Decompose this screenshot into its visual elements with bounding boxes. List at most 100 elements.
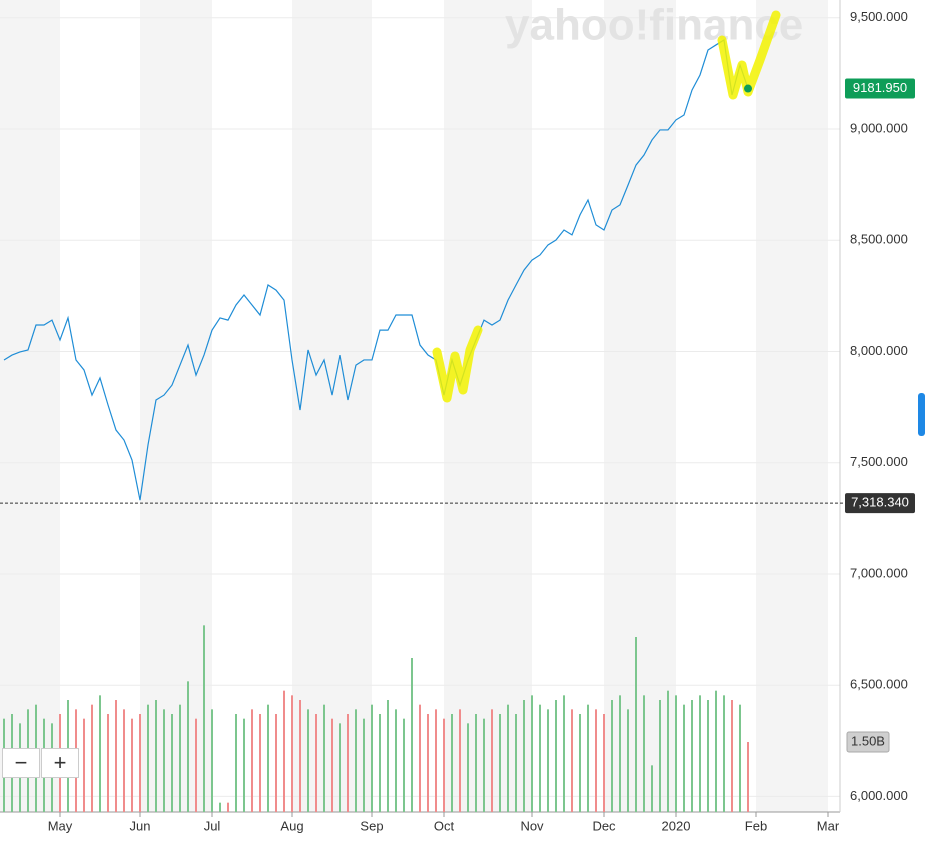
volume-bar <box>267 704 269 812</box>
volume-bar <box>531 695 533 812</box>
zoom-out-button[interactable]: − <box>2 748 40 778</box>
y-tick-label: 6,000.000 <box>850 788 908 803</box>
volume-bar <box>371 704 373 812</box>
reference-tag-box <box>845 493 915 514</box>
volume-bar <box>659 700 661 812</box>
volume-bar <box>219 802 221 812</box>
volume-bar <box>235 714 237 812</box>
volume-bar <box>467 723 469 812</box>
volume-bar <box>107 714 109 812</box>
highlight-stroke <box>717 10 781 100</box>
volume-bar <box>691 700 693 812</box>
volume-bar <box>259 714 261 812</box>
volume-bar <box>339 723 341 812</box>
volume-bar <box>187 681 189 812</box>
volume-bar <box>91 704 93 812</box>
volume-bar <box>523 700 525 812</box>
volume-bar <box>387 700 389 812</box>
volume-bar <box>643 695 645 812</box>
volume-bar <box>675 695 677 812</box>
volume-bar <box>539 704 541 812</box>
volume-bar <box>179 704 181 812</box>
volume-bar <box>347 714 349 812</box>
volume-bar <box>443 718 445 812</box>
volume-bar <box>683 704 685 812</box>
y-tick-label: 6,500.000 <box>850 677 908 692</box>
volume-bar <box>115 700 117 812</box>
volume-bar <box>99 695 101 812</box>
volume-bar <box>355 709 357 812</box>
volume-bar <box>499 714 501 812</box>
price-line <box>3 39 749 501</box>
volume-bar <box>411 658 413 812</box>
volume-bar <box>699 695 701 812</box>
volume-bar <box>379 714 381 812</box>
y-tick-label: 8,500.000 <box>850 232 908 247</box>
volume-bar <box>707 700 709 812</box>
volume-bar <box>491 709 493 812</box>
volume-bar <box>123 709 125 812</box>
volume-bar <box>595 709 597 812</box>
volume-bar <box>83 718 85 812</box>
volume-bar <box>251 709 253 812</box>
last-price-tag-box <box>845 78 915 99</box>
x-tick-label: May <box>48 818 73 833</box>
volume-bar <box>555 700 557 812</box>
volume-bar <box>635 637 637 812</box>
volume-bar <box>507 704 509 812</box>
volume-bar <box>435 709 437 812</box>
volume-tag: 1.50B <box>851 733 885 748</box>
volume-bar <box>131 718 133 812</box>
volume-bar <box>619 695 621 812</box>
volume-bar <box>483 718 485 812</box>
x-tick-label: Mar <box>817 818 840 833</box>
volume-bar <box>155 700 157 812</box>
side-tab[interactable] <box>918 393 925 436</box>
volume-bar <box>739 704 741 812</box>
volume-bar <box>731 700 733 812</box>
volume-bar <box>299 700 301 812</box>
volume-bar <box>139 714 141 812</box>
x-tick-label: Sep <box>360 818 383 833</box>
volume-bar <box>307 709 309 812</box>
volume-bar <box>715 690 717 812</box>
volume-bar <box>163 709 165 812</box>
watermark: yahoo!finance <box>505 1 803 50</box>
volume-bar <box>571 709 573 812</box>
volume-bar <box>747 742 749 812</box>
volume-bar <box>427 714 429 812</box>
y-tick-label: 8,000.000 <box>850 343 908 358</box>
y-tick-label: 7,500.000 <box>850 454 908 469</box>
volume-bar <box>451 714 453 812</box>
x-tick-label: Aug <box>280 818 303 833</box>
volume-bar <box>331 718 333 812</box>
volume-bar <box>419 704 421 812</box>
volume-bar <box>283 690 285 812</box>
volume-bar <box>275 714 277 812</box>
x-tick-label: Dec <box>592 818 616 833</box>
x-tick-label: Jun <box>130 818 151 833</box>
volume-bar <box>563 695 565 812</box>
zoom-in-button[interactable]: + <box>41 748 79 778</box>
x-tick-label: 2020 <box>662 818 691 833</box>
volume-bar <box>291 695 293 812</box>
volume-bar <box>403 718 405 812</box>
volume-bar <box>459 709 461 812</box>
volume-bar <box>211 709 213 812</box>
volume-bar <box>395 709 397 812</box>
highlight-stroke <box>432 325 483 403</box>
volume-bar <box>579 714 581 812</box>
month-band <box>292 0 372 812</box>
y-tick-label: 7,000.000 <box>850 565 908 580</box>
x-tick-label: Jul <box>204 818 221 833</box>
x-tick-label: Oct <box>434 818 455 833</box>
volume-bar <box>603 714 605 812</box>
x-tick-label: Nov <box>520 818 544 833</box>
volume-bar <box>363 718 365 812</box>
last-price-tag: 9181.950 <box>853 80 907 95</box>
volume-bar <box>323 704 325 812</box>
volume-bar <box>547 709 549 812</box>
month-band <box>140 0 212 812</box>
